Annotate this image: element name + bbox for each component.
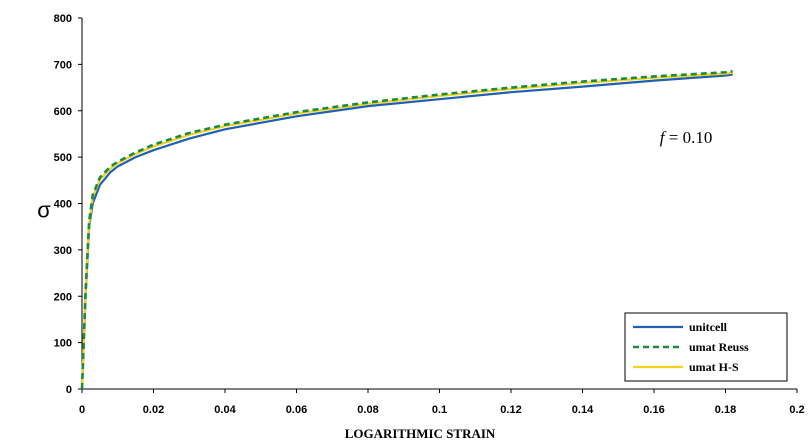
y-tick-label: 500 (54, 152, 72, 164)
y-tick-label: 200 (54, 291, 72, 303)
y-axis-ticks: 0 100 200 300 400 500 600 700 800 (54, 13, 82, 396)
x-tick-label: 0.08 (357, 404, 378, 416)
series-lines (80, 70, 733, 390)
y-tick-label: 100 (54, 338, 72, 350)
y-tick-label: 0 (66, 384, 72, 396)
legend: unitcell umat Reuss umat H-S (624, 312, 788, 382)
x-tick-label: 0.12 (500, 404, 521, 416)
y-axis-label: σ (37, 198, 51, 223)
x-tick-label: 0.1 (432, 404, 447, 416)
annotation-value: = 0.10 (664, 128, 712, 147)
legend-label-umat-h-s: umat H-S (689, 360, 739, 374)
x-axis-ticks: 0 0.02 0.04 0.06 0.08 0.1 0.12 0.14 0.16 0.18 0.2 (79, 389, 805, 416)
y-tick-label: 800 (54, 13, 72, 25)
x-tick-label: 0.18 (715, 404, 736, 416)
legend-box (624, 312, 788, 382)
annotation-volume-fraction: f = 0.10 (660, 128, 713, 147)
y-tick-label: 600 (54, 106, 72, 118)
x-tick-label: 0.02 (143, 404, 164, 416)
x-tick-label: 0.2 (789, 404, 804, 416)
x-tick-label: 0.16 (643, 404, 664, 416)
x-axis-label: LOGARITHMIC STRAIN (345, 426, 496, 441)
y-tick-label: 700 (54, 59, 72, 71)
y-tick-label: 300 (54, 245, 72, 257)
series-line-umat-reuss (80, 70, 733, 390)
legend-label-unitcell: unitcell (689, 320, 728, 334)
legend-label-umat-reuss: umat Reuss (689, 340, 749, 354)
annotation-symbol: f (660, 128, 667, 147)
y-tick-label: 400 (54, 199, 72, 211)
x-tick-label: 0 (79, 404, 85, 416)
x-tick-label: 0.14 (572, 404, 594, 416)
x-tick-label: 0.04 (214, 404, 236, 416)
x-tick-label: 0.06 (286, 404, 307, 416)
